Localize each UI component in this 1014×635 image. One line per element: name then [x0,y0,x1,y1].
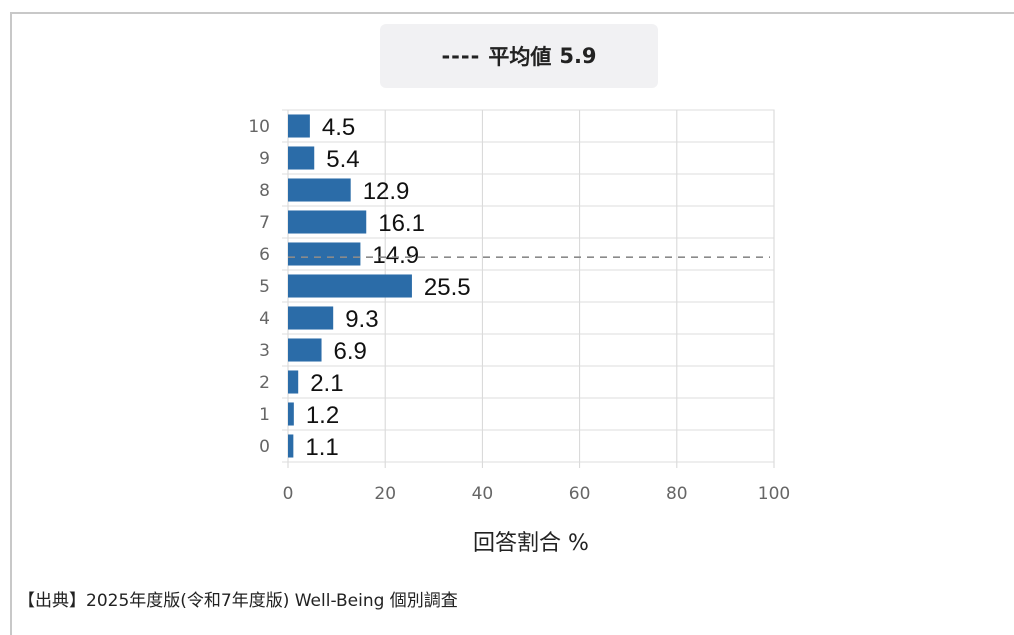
x-tick-label: 0 [283,484,294,504]
bar [288,306,334,330]
bar-value-label: 25.5 [424,274,471,301]
y-tick-label: 3 [259,341,270,361]
x-tick-label: 80 [666,484,688,504]
bar-value-label: 16.1 [378,210,425,237]
x-tick-label: 40 [472,484,494,504]
bar-value-label: 1.1 [305,434,338,461]
y-tick-label: 6 [259,245,270,265]
y-tick-label: 10 [248,117,270,137]
x-tick-label: 60 [569,484,591,504]
source-note: 【出典】2025年度版(令和7年度版) Well-Being 個別調査 [18,591,458,611]
y-tick-label: 7 [259,213,270,233]
bar-value-label: 2.1 [310,370,343,397]
x-tick-label: 20 [374,484,396,504]
y-tick-label: 8 [259,181,270,201]
chart-frame [10,12,1014,635]
y-tick-label: 2 [259,373,270,393]
x-axis-title: 回答割合 % [473,531,589,556]
legend-value: 5.9 [559,44,597,68]
bar [288,210,367,234]
bar-value-label: 14.9 [372,242,419,269]
bar-value-label: 1.2 [306,402,339,429]
bar [288,402,294,426]
x-tick-label: 100 [758,484,790,504]
legend-dash-marker: ---- [441,44,481,68]
y-tick-label: 1 [259,405,270,425]
bar-value-label: 12.9 [363,178,410,205]
bar [288,114,310,138]
bar [288,338,322,362]
y-tick-label: 4 [259,309,270,329]
bar-chart: 4.5105.4912.9816.1714.9625.559.346.932.1… [248,109,790,556]
y-tick-label: 5 [259,277,270,297]
bar-value-label: 4.5 [322,114,355,141]
bar-value-label: 9.3 [345,306,378,333]
y-tick-label: 0 [259,437,270,457]
legend-label: 平均値 [488,45,552,69]
bar [288,242,361,266]
bar [288,146,315,170]
bar [288,178,351,202]
bar [288,434,294,458]
bar [288,370,299,394]
y-tick-label: 9 [259,149,270,169]
bar-value-label: 6.9 [334,338,367,365]
mean-legend: ---- 平均値 5.9 [380,24,658,88]
bar-value-label: 5.4 [326,146,359,173]
bar [288,274,412,298]
